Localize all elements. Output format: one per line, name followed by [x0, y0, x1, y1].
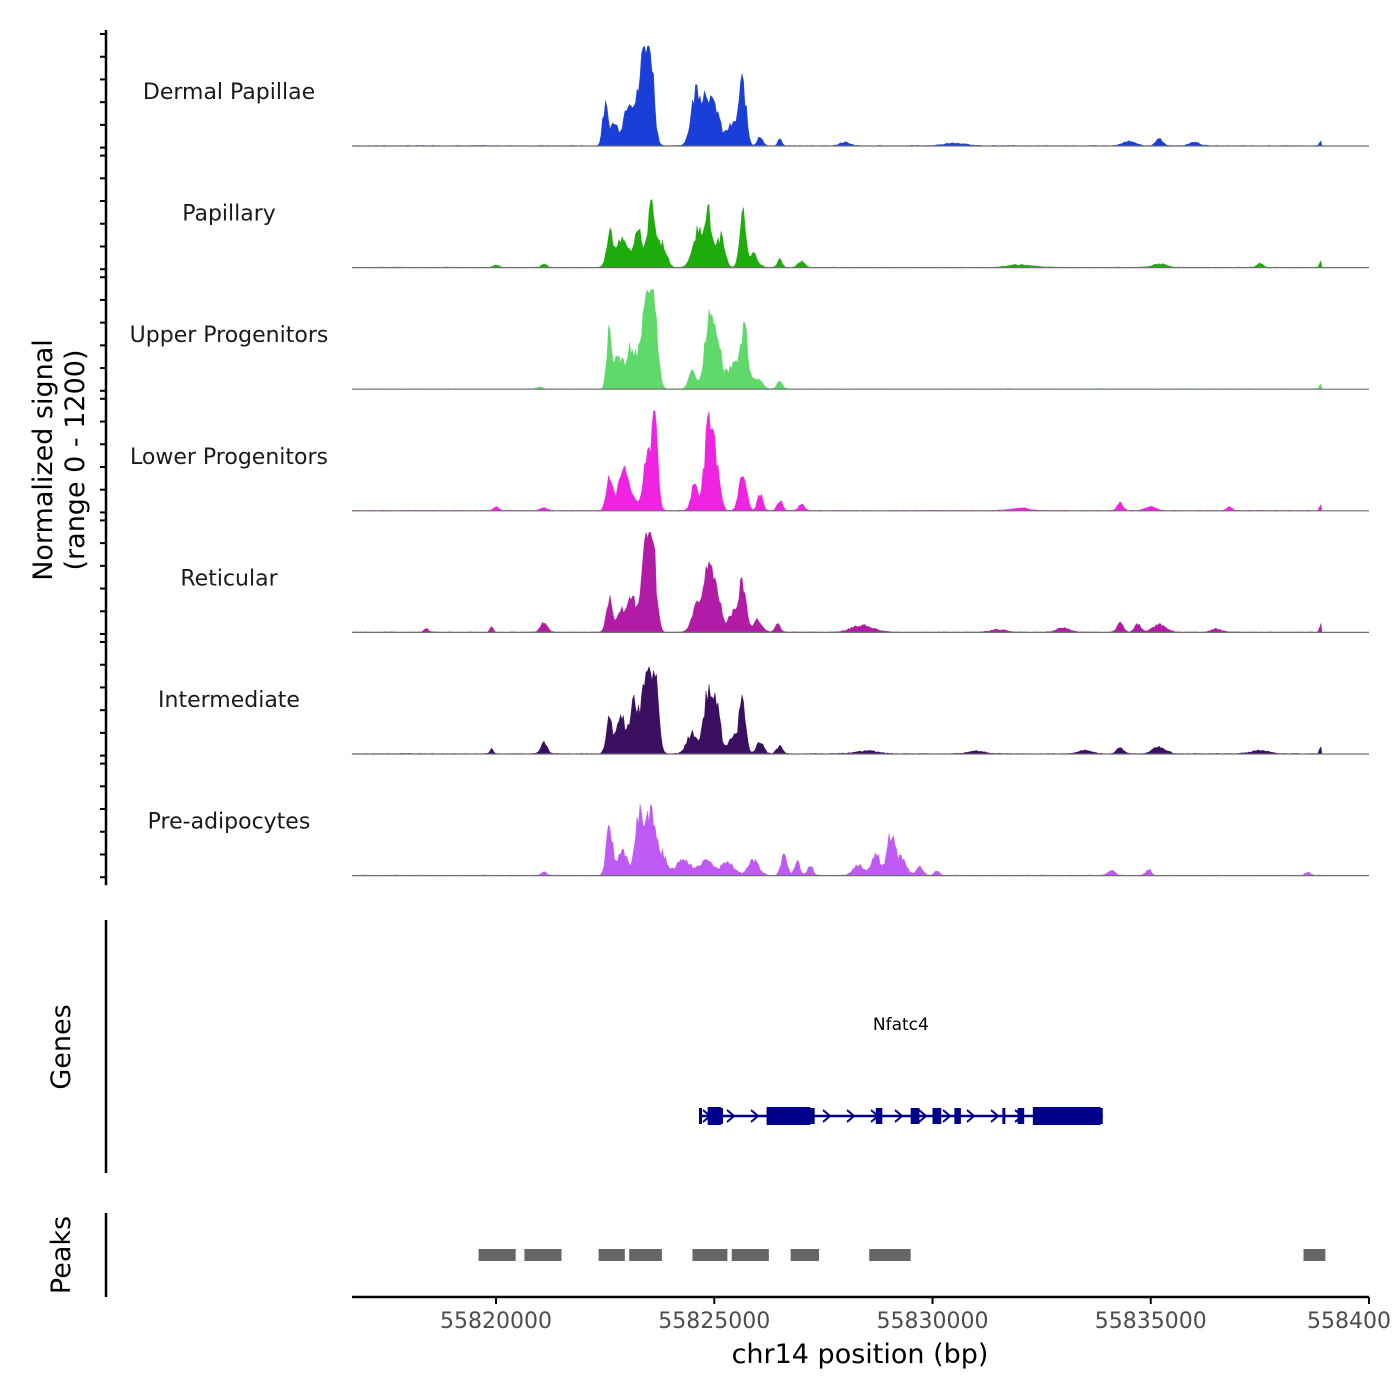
track-label: Papillary [182, 202, 276, 227]
peak-region [790, 1249, 820, 1261]
genes-track-label: Genes [46, 1004, 77, 1089]
coverage-axis [100, 30, 108, 886]
gene-model: Nfatc4 [699, 1015, 1103, 1125]
coverage-track: Reticular [180, 532, 1369, 634]
coverage-area [351, 803, 1323, 876]
coverage-track: Intermediate [158, 665, 1369, 755]
coverage-area [351, 665, 1323, 755]
gene-strand-arrow [846, 1109, 856, 1123]
gene-strand-arrow [750, 1109, 760, 1123]
x-tick-label: 558400 [1307, 1309, 1391, 1334]
gene-strand-arrow [942, 1109, 952, 1123]
x-tick-label: 55830000 [877, 1309, 989, 1334]
x-axis-title: chr14 position (bp) [732, 1339, 989, 1370]
gene-cds [1032, 1107, 1101, 1125]
track-label: Reticular [180, 566, 278, 591]
peak-region [869, 1249, 911, 1261]
gene-exon [1017, 1108, 1025, 1124]
x-tick-label: 55835000 [1095, 1309, 1207, 1334]
x-axis: 55820000 55825000 55830000 55835000 558400 [352, 1295, 1391, 1334]
coverage-area [351, 289, 1323, 390]
peak-region [1303, 1249, 1326, 1261]
gene-exon [910, 1108, 920, 1124]
coverage-area [351, 199, 1323, 268]
gene-cds [707, 1107, 721, 1125]
gene-track: Nfatc4 [699, 1015, 1103, 1125]
y-axis-title-line2: (range 0 - 1200) [60, 350, 91, 571]
peak-track [478, 1249, 1326, 1261]
x-tick-label: 55825000 [658, 1309, 770, 1334]
track-label: Lower Progenitors [130, 445, 328, 470]
coverage-track: Papillary [182, 199, 1369, 269]
coverage-track: Pre-adipocytes [148, 803, 1369, 877]
peak-region [692, 1249, 728, 1261]
gene-strand-arrow [966, 1109, 976, 1123]
gene-exon [954, 1108, 961, 1124]
gene-strand-arrow [990, 1109, 1000, 1123]
coverage-track: Lower Progenitors [130, 410, 1369, 512]
gene-exon [932, 1108, 942, 1124]
peak-region [731, 1249, 769, 1261]
gene-exon [699, 1108, 703, 1124]
y-axis-title: Normalized signal (range 0 - 1200) [28, 339, 91, 581]
track-label: Dermal Papillae [143, 80, 315, 105]
peaks-track-label: Peaks [46, 1216, 77, 1294]
gene-strand-arrow [894, 1109, 904, 1123]
track-label: Pre-adipocytes [148, 810, 311, 835]
coverage-area [351, 45, 1323, 147]
gene-strand-arrow [918, 1109, 928, 1123]
gene-name-label: Nfatc4 [873, 1015, 929, 1035]
x-tick-label: 55820000 [440, 1309, 552, 1334]
peak-region [629, 1249, 662, 1261]
gene-cds [766, 1107, 811, 1125]
coverage-track: Dermal Papillae [143, 45, 1369, 147]
coverage-area [351, 410, 1323, 512]
peak-region [524, 1249, 562, 1261]
peak-region [598, 1249, 625, 1261]
coverage-area [351, 532, 1323, 633]
y-axis-title-line1: Normalized signal [28, 339, 59, 581]
track-label: Upper Progenitors [130, 323, 329, 348]
gene-exon [1002, 1108, 1006, 1124]
track-label: Intermediate [158, 688, 300, 713]
coverage-tracks: Dermal Papillae Papillary Upper Progenitor… [130, 45, 1369, 877]
peak-region [478, 1249, 516, 1261]
gene-exon [875, 1108, 883, 1124]
gene-strand-arrow [822, 1109, 832, 1123]
coverage-track: Upper Progenitors [130, 289, 1369, 390]
gene-strand-arrow [726, 1109, 736, 1123]
